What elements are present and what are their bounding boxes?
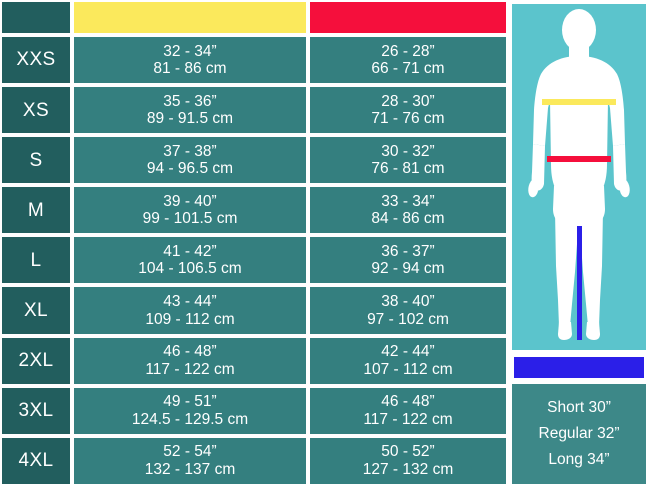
waist-cm: 66 - 71 cm (371, 60, 445, 78)
table-row: M 39 - 40” 99 - 101.5 cm 33 - 34” 84 - 8… (0, 185, 508, 236)
chest-inches: 43 - 44” (163, 293, 217, 311)
chest-cm: 94 - 96.5 cm (146, 160, 234, 178)
row-waist-cell: 46 - 48” 117 - 122 cm (308, 385, 508, 436)
row-chest-cell: 52 - 54” 132 - 137 cm (72, 435, 308, 486)
row-size-label: S (0, 135, 72, 186)
row-size-label: L (0, 235, 72, 286)
row-size-label: XL (0, 285, 72, 336)
row-chest-cell: 46 - 48” 117 - 122 cm (72, 335, 308, 386)
header-cell-size (0, 0, 72, 35)
size-table: XXS 32 - 34” 81 - 86 cm 26 - 28” 66 - 71… (0, 0, 508, 486)
row-chest-cell: 41 - 42” 104 - 106.5 cm (72, 235, 308, 286)
waist-cm: 117 - 122 cm (363, 410, 453, 428)
chest-inches: 37 - 38” (163, 142, 217, 160)
row-size-label: M (0, 185, 72, 236)
row-size-label: 4XL (0, 435, 72, 486)
body-diagram (512, 4, 646, 350)
row-chest-cell: 43 - 44” 109 - 112 cm (72, 285, 308, 336)
length-option-short: Short 30” (547, 399, 611, 416)
waist-inches: 33 - 34” (381, 192, 435, 210)
row-size-label: XXS (0, 35, 72, 86)
chest-cm: 99 - 101.5 cm (142, 210, 238, 228)
row-waist-cell: 42 - 44” 107 - 112 cm (308, 335, 508, 386)
waist-measure-line (547, 156, 611, 162)
row-size-label: 2XL (0, 335, 72, 386)
row-waist-cell: 38 - 40” 97 - 102 cm (308, 285, 508, 336)
chest-inches: 39 - 40” (163, 192, 217, 210)
chest-cm: 109 - 112 cm (145, 310, 235, 328)
waist-inches: 26 - 28” (381, 42, 435, 60)
table-header-row (0, 0, 508, 35)
row-chest-cell: 49 - 51” 124.5 - 129.5 cm (72, 385, 308, 436)
row-waist-cell: 36 - 37” 92 - 94 cm (308, 235, 508, 286)
table-row: 4XL 52 - 54” 132 - 137 cm 50 - 52” 127 -… (0, 435, 508, 486)
chest-inches: 32 - 34” (163, 42, 217, 60)
chest-inches: 46 - 48” (163, 343, 217, 361)
waist-cm: 71 - 76 cm (371, 110, 445, 128)
waist-inches: 30 - 32” (381, 142, 435, 160)
waist-cm: 76 - 81 cm (371, 160, 445, 178)
waist-cm: 107 - 112 cm (363, 360, 453, 378)
chest-cm: 124.5 - 129.5 cm (131, 410, 249, 428)
waist-inches: 50 - 52” (381, 443, 435, 461)
waist-inches: 28 - 30” (381, 92, 435, 110)
table-row: S 37 - 38” 94 - 96.5 cm 30 - 32” 76 - 81… (0, 135, 508, 186)
row-waist-cell: 30 - 32” 76 - 81 cm (308, 135, 508, 186)
row-waist-cell: 50 - 52” 127 - 132 cm (308, 435, 508, 486)
chest-inches: 52 - 54” (163, 443, 217, 461)
row-chest-cell: 35 - 36” 89 - 91.5 cm (72, 85, 308, 136)
row-chest-cell: 32 - 34” 81 - 86 cm (72, 35, 308, 86)
row-chest-cell: 39 - 40” 99 - 101.5 cm (72, 185, 308, 236)
row-chest-cell: 37 - 38” 94 - 96.5 cm (72, 135, 308, 186)
chest-cm: 81 - 86 cm (153, 60, 227, 78)
inseam-measure-line (577, 226, 582, 340)
header-cell-waist (308, 0, 508, 35)
table-row: XS 35 - 36” 89 - 91.5 cm 28 - 30” 71 - 7… (0, 85, 508, 136)
row-size-label: 3XL (0, 385, 72, 436)
chest-cm: 117 - 122 cm (145, 360, 235, 378)
figure-panel: Short 30” Regular 32” Long 34” (508, 0, 650, 488)
waist-cm: 92 - 94 cm (371, 260, 445, 278)
chest-inches: 35 - 36” (163, 92, 217, 110)
chest-inches: 41 - 42” (163, 243, 217, 261)
waist-inches: 38 - 40” (381, 293, 435, 311)
row-waist-cell: 28 - 30” 71 - 76 cm (308, 85, 508, 136)
length-option-long: Long 34” (548, 451, 610, 468)
row-waist-cell: 26 - 28” 66 - 71 cm (308, 35, 508, 86)
waist-cm: 84 - 86 cm (371, 210, 445, 228)
body-silhouette-icon (528, 9, 630, 340)
table-row: 3XL 49 - 51” 124.5 - 129.5 cm 46 - 48” 1… (0, 385, 508, 436)
table-row: L 41 - 42” 104 - 106.5 cm 36 - 37” 92 - … (0, 235, 508, 286)
waist-cm: 127 - 132 cm (362, 460, 454, 478)
waist-inches: 36 - 37” (381, 243, 435, 261)
waist-inches: 46 - 48” (381, 393, 435, 411)
length-option-regular: Regular 32” (538, 425, 620, 442)
chest-cm: 132 - 137 cm (144, 460, 236, 478)
chest-cm: 104 - 106.5 cm (138, 260, 242, 278)
table-row: 2XL 46 - 48” 117 - 122 cm 42 - 44” 107 -… (0, 335, 508, 386)
length-legend: Short 30” Regular 32” Long 34” (512, 384, 646, 484)
waist-inches: 42 - 44” (381, 343, 435, 361)
table-row: XXS 32 - 34” 81 - 86 cm 26 - 28” 66 - 71… (0, 35, 508, 86)
header-cell-chest (72, 0, 308, 35)
chest-inches: 49 - 51” (163, 393, 217, 411)
chest-cm: 89 - 91.5 cm (146, 110, 234, 128)
table-row: XL 43 - 44” 109 - 112 cm 38 - 40” 97 - 1… (0, 285, 508, 336)
inseam-color-key (512, 355, 646, 380)
row-size-label: XS (0, 85, 72, 136)
row-waist-cell: 33 - 34” 84 - 86 cm (308, 185, 508, 236)
chest-measure-line (542, 99, 616, 105)
waist-cm: 97 - 102 cm (367, 310, 449, 328)
